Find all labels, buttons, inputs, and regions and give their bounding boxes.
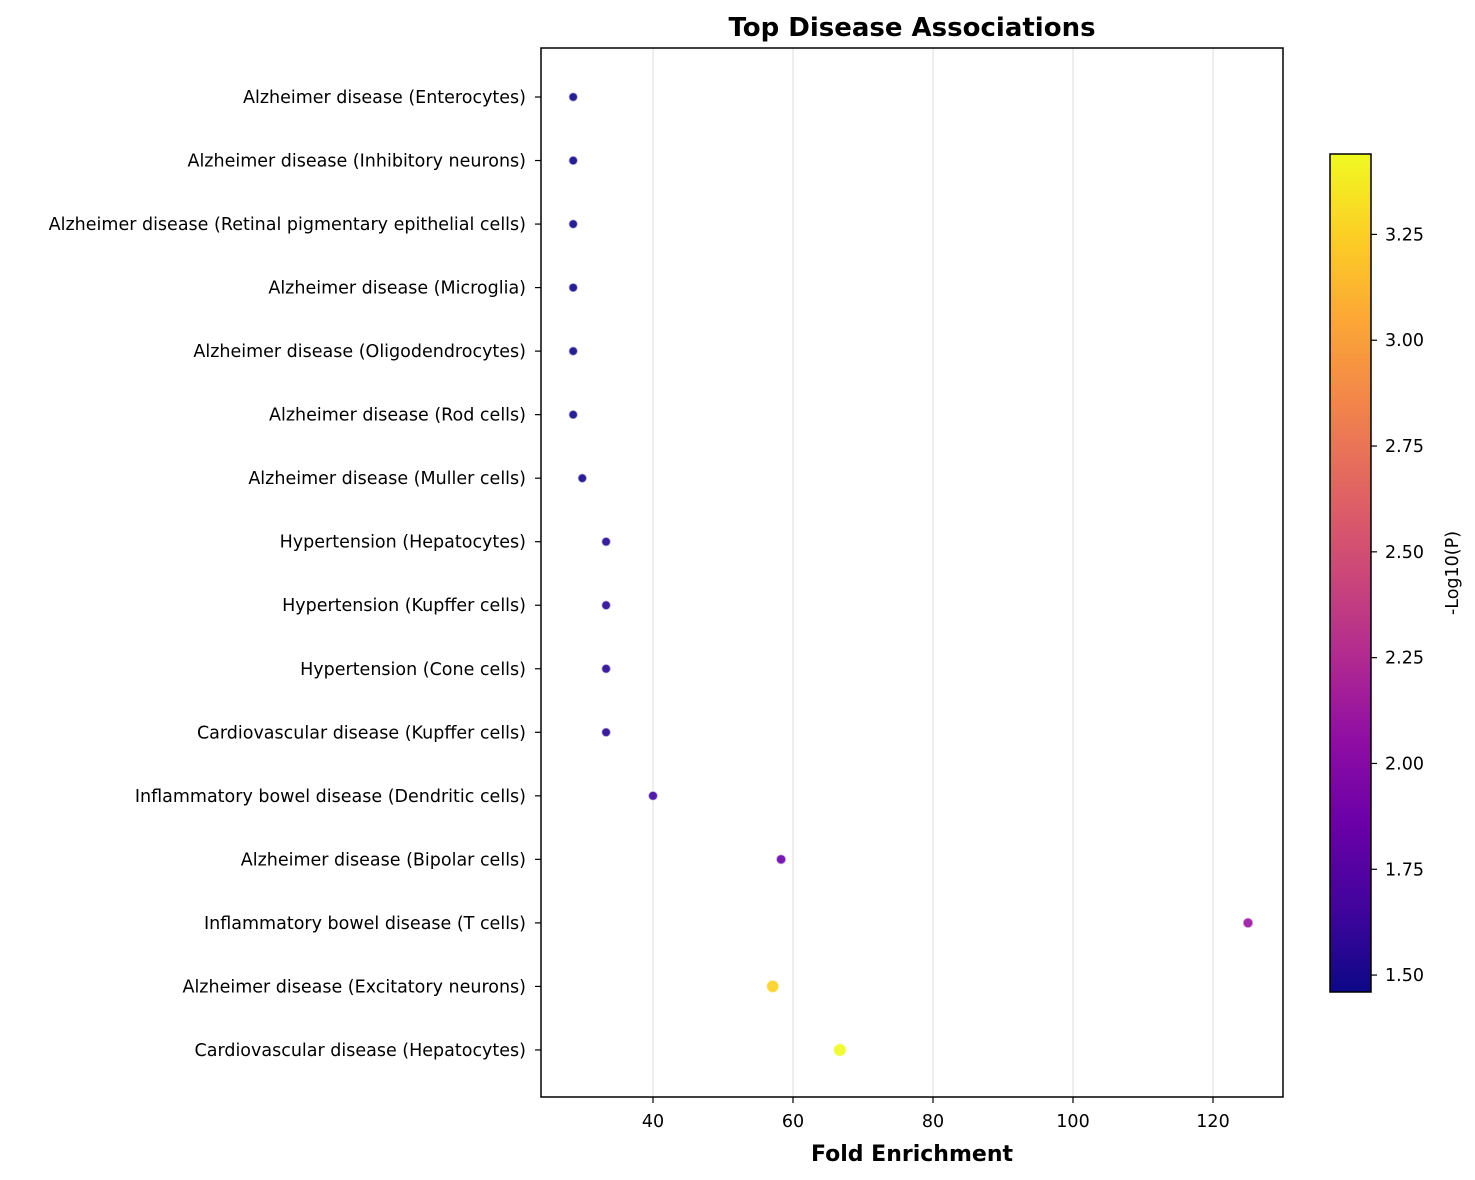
y-tick-label: Inflammatory bowel disease (Dendritic ce… [135, 787, 526, 807]
y-tick-label: Hypertension (Kupffer cells) [282, 596, 526, 616]
x-tick-label: 120 [1196, 1112, 1229, 1132]
x-tick-label: 40 [642, 1112, 664, 1132]
data-point [577, 472, 588, 484]
y-tick-label: Hypertension (Cone cells) [300, 660, 526, 680]
data-point [647, 790, 659, 802]
colorbar: 1.50 1.75 2.00 2.25 2.50 2.75 3.00 3.25 -Log10(P… [1329, 153, 1463, 993]
chart-title: Top Disease Associations [728, 13, 1095, 43]
colorbar-label: -Log10(P) [1443, 531, 1463, 615]
colorbar-tick-label: 2.25 [1385, 649, 1424, 669]
data-point [775, 853, 787, 866]
y-tick-label: Inflammatory bowel disease (T cells) [204, 914, 526, 934]
y-tick-label: Cardiovascular disease (Hepatocytes) [195, 1041, 527, 1061]
data-point [567, 345, 579, 357]
data-point [832, 1042, 848, 1058]
data-point [567, 409, 579, 420]
colorbar-tick-label: 2.75 [1385, 437, 1424, 457]
y-tick-label: Hypertension (Hepatocytes) [280, 533, 526, 553]
y-axis: Alzheimer disease (Enterocytes) Alzheimer… [49, 88, 541, 1061]
colorbar-gradient [1329, 153, 1372, 993]
x-axis-label: Fold Enrichment [811, 1142, 1013, 1167]
x-axis: 40 60 80 100 120 [642, 1097, 1230, 1132]
colorbar-tick-label: 2.00 [1385, 754, 1424, 774]
data-point [1242, 916, 1254, 929]
colorbar-tick-label: 3.00 [1385, 331, 1424, 351]
y-tick-label: Alzheimer disease (Bipolar cells) [241, 850, 526, 870]
data-point [567, 218, 579, 230]
data-point [567, 282, 579, 293]
y-tick-label: Alzheimer disease (Oligodendrocytes) [193, 342, 526, 362]
x-tick-label: 100 [1056, 1112, 1089, 1132]
colorbar-tick-label: 1.50 [1385, 966, 1424, 986]
x-tick-label: 80 [922, 1112, 944, 1132]
colorbar-tick-label: 2.50 [1385, 543, 1424, 563]
y-tick-label: Alzheimer disease (Enterocytes) [243, 88, 526, 108]
grid-lines [652, 48, 1214, 1097]
y-tick-label: Alzheimer disease (Muller cells) [248, 469, 526, 489]
y-tick-label: Alzheimer disease (Microglia) [268, 279, 526, 299]
data-points [567, 91, 1254, 1058]
data-point [765, 979, 780, 994]
x-tick-label: 60 [782, 1112, 804, 1132]
y-tick-label: Alzheimer disease (Rod cells) [269, 406, 526, 426]
data-point [567, 91, 579, 103]
data-point [567, 155, 579, 166]
y-tick-label: Alzheimer disease (Inhibitory neurons) [187, 152, 526, 172]
data-point [600, 663, 612, 675]
colorbar-tick-label: 3.25 [1385, 225, 1424, 245]
data-point [600, 599, 612, 611]
y-tick-label: Alzheimer disease (Excitatory neurons) [182, 977, 526, 997]
colorbar-tick-label: 1.75 [1385, 860, 1424, 880]
data-point [600, 726, 612, 738]
data-point [600, 536, 612, 548]
y-tick-label: Alzheimer disease (Retinal pigmentary ep… [49, 215, 526, 235]
y-tick-label: Cardiovascular disease (Kupffer cells) [197, 723, 526, 743]
plot-frame [540, 47, 1284, 1098]
